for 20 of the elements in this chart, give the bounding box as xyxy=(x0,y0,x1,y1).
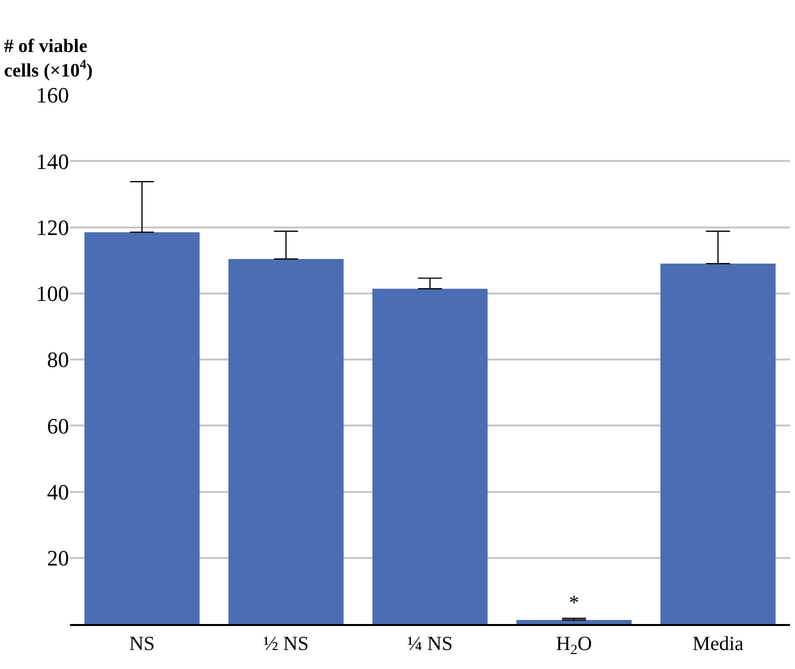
bar xyxy=(660,264,776,624)
bar xyxy=(516,620,632,624)
bar xyxy=(84,232,200,624)
y-axis-title: # of viable cells (×10$^{4}$) xyxy=(4,36,93,82)
y-tick-label: 120 xyxy=(36,214,69,240)
x-tick-label: Media xyxy=(692,633,744,655)
x-tick-label: NS xyxy=(129,633,155,655)
y-tick-label: 160 xyxy=(36,82,69,108)
bar xyxy=(228,258,344,624)
y-tick-label: 40 xyxy=(47,479,69,504)
bar xyxy=(372,288,488,624)
y-tick-label: 20 xyxy=(47,546,69,571)
y-tick-label: 140 xyxy=(36,148,69,174)
annotation: * xyxy=(569,592,579,614)
x-tick-label: H$_{2}$O xyxy=(556,633,592,658)
y-tick-label: 60 xyxy=(47,413,69,438)
x-tick-label: ¼ NS xyxy=(407,633,453,655)
x-tick-label: ½ NS xyxy=(263,633,309,655)
y-tick-label: 100 xyxy=(36,281,69,306)
y-tick-label: 80 xyxy=(47,347,69,372)
